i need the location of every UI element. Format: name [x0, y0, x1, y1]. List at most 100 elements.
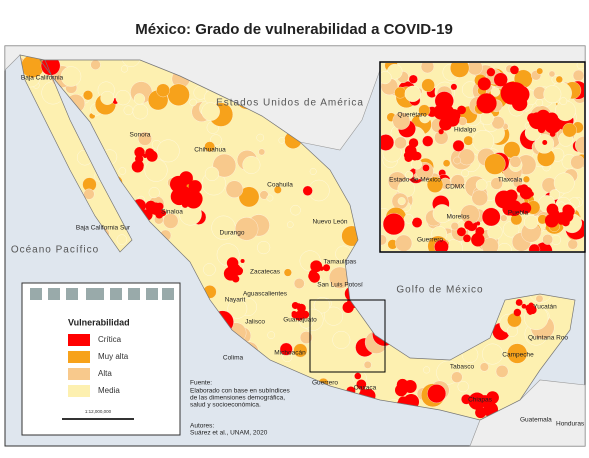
inset-label: Puebla	[508, 210, 529, 217]
patch	[179, 171, 193, 185]
patch	[548, 70, 556, 78]
patch	[382, 213, 405, 236]
patch	[363, 360, 372, 369]
state-label: Tabasco	[450, 364, 475, 371]
state-label: Campeche	[502, 352, 534, 359]
patch	[156, 83, 170, 98]
scale-label: 1:12,000,000	[85, 409, 112, 414]
inset-label: Querétaro	[397, 112, 427, 119]
state-label: San Luis Potosí	[317, 282, 363, 289]
patch	[83, 90, 94, 101]
state-label: Aguascalientes	[243, 291, 288, 298]
patch	[356, 379, 367, 390]
patch	[450, 222, 459, 231]
patch	[212, 153, 237, 178]
authors: Suárez et al., UNAM, 2020	[190, 430, 268, 437]
patch	[475, 407, 487, 419]
patch	[381, 234, 387, 246]
patch	[259, 190, 269, 200]
patch	[480, 111, 494, 126]
patch	[137, 131, 152, 146]
ocean-label: Océano Pacífico	[11, 245, 99, 256]
patch	[395, 234, 413, 251]
patch	[567, 239, 578, 250]
patch	[522, 175, 530, 183]
patch	[468, 392, 486, 410]
patch	[506, 193, 513, 201]
patch	[434, 239, 449, 251]
patch	[381, 134, 395, 151]
patch	[319, 266, 324, 271]
patch	[461, 169, 469, 177]
patch	[156, 139, 180, 163]
patch	[302, 185, 313, 196]
patch	[204, 166, 220, 181]
patch	[204, 141, 215, 153]
patch	[463, 234, 471, 243]
patch	[535, 99, 544, 107]
patch	[170, 187, 188, 206]
patch	[528, 243, 541, 251]
patch	[528, 302, 534, 308]
patch	[412, 153, 419, 160]
patch	[133, 93, 146, 105]
patch	[404, 85, 421, 102]
patch	[555, 75, 563, 84]
patch	[232, 275, 240, 283]
patch	[293, 278, 305, 289]
patch	[290, 205, 301, 216]
legend-label: Crítica	[98, 335, 122, 344]
patch	[273, 185, 282, 194]
patch	[309, 168, 317, 175]
patch	[421, 78, 435, 92]
patch	[484, 153, 506, 175]
legend-label: Media	[98, 386, 120, 395]
legend-swatch	[68, 368, 90, 380]
patch	[60, 66, 82, 87]
inset-label: Guerrero	[417, 237, 443, 244]
inset-label: Tlaxcala	[498, 177, 523, 184]
state-label: Tamaulipas	[324, 259, 358, 266]
patch	[542, 234, 553, 245]
patch	[408, 74, 418, 84]
patch	[549, 131, 556, 137]
state-label: Chiapas	[468, 397, 493, 404]
patch	[159, 210, 167, 217]
patch	[476, 234, 482, 240]
patch	[515, 299, 523, 306]
patch	[392, 112, 411, 130]
patch	[299, 331, 313, 344]
patch	[310, 261, 318, 269]
patch	[572, 69, 584, 82]
state-label: Durango	[220, 230, 245, 237]
patch	[500, 214, 508, 222]
patch	[471, 189, 488, 207]
patch	[256, 133, 264, 142]
patch	[145, 148, 155, 158]
state-label: Guanajuato	[283, 317, 317, 324]
patch	[167, 83, 190, 106]
patch	[203, 263, 216, 276]
patch	[163, 213, 179, 229]
patch	[411, 217, 423, 228]
patch	[324, 306, 343, 326]
patch	[575, 136, 584, 154]
patch	[442, 159, 451, 167]
state-label: Yucatán	[533, 304, 557, 311]
scale-bar	[62, 418, 134, 420]
patch	[235, 217, 259, 241]
state-label: Michoacán	[274, 350, 306, 357]
patch	[422, 135, 434, 147]
inset-patches	[381, 63, 584, 251]
patch	[487, 224, 503, 240]
patch	[519, 202, 532, 214]
patch	[438, 128, 444, 135]
patch	[458, 148, 476, 166]
country-label: Guatemala	[520, 417, 552, 424]
patch	[121, 65, 128, 73]
patch	[493, 72, 508, 87]
state-label: Sinaloa	[161, 209, 183, 216]
source-line: salud y socioeconómica.	[190, 402, 261, 409]
patch	[451, 371, 463, 383]
patch	[394, 86, 407, 99]
